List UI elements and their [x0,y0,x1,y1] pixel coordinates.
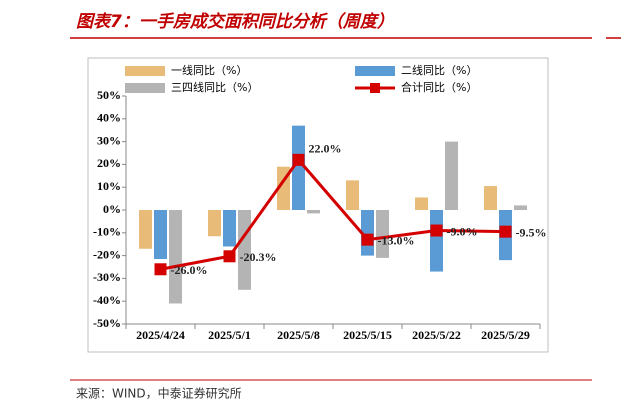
legend-label: 三四线同比（%） [171,80,258,94]
x-tick-label: 2025/5/22 [412,328,461,342]
bar [307,210,320,214]
line-marker [154,263,167,276]
legend-marker [370,83,380,93]
bar [223,210,236,247]
bar [484,186,497,210]
y-tick-label: 50% [97,88,121,102]
source: 来源：WIND，中泰证券研究所 [76,386,242,401]
bar [292,125,305,210]
legend-swatch [355,66,395,76]
y-tick-label: -50% [93,316,121,330]
line-marker [430,224,443,237]
data-label: -26.0% [171,263,208,277]
bar [430,210,443,272]
bar [415,197,428,210]
legend-swatch [125,83,165,93]
y-tick-label: 30% [97,133,121,147]
chart-frame [87,57,549,353]
bar [514,205,527,210]
x-tick-label: 2025/5/1 [208,328,251,342]
x-tick-label: 2025/4/24 [136,328,185,342]
x-tick-label: 2025/5/15 [343,328,392,342]
line-marker [499,225,512,238]
line-marker [292,153,305,166]
legend-swatch [125,66,165,76]
legend-label: 二线同比（%） [401,63,477,77]
y-tick-label: -30% [93,270,121,284]
line [160,157,506,271]
y-tick-label: 0% [103,202,121,216]
y-tick-label: 40% [97,111,121,125]
legend-label: 一线同比（%） [171,63,247,77]
y-tick-label: -40% [93,293,121,307]
data-label: -9.0% [447,224,478,238]
x-tick-label: 2025/5/8 [277,328,320,342]
chart-title: 图表7：一手房成交面积同比分析（周度） [76,12,394,32]
data-label: -9.5% [516,225,547,239]
bar [376,210,389,258]
line-marker [361,233,374,246]
bar [139,210,152,249]
bar [346,180,359,210]
bar [445,141,458,210]
data-label: 22.0% [309,142,342,156]
data-label: -20.3% [240,250,277,264]
legend-label: 合计同比（%） [401,80,477,94]
bar [154,210,167,260]
data-label: -13.0% [378,233,415,247]
y-tick-label: 20% [97,156,121,170]
line-marker [223,250,236,263]
y-tick-label: -20% [93,247,121,261]
bar [169,210,182,304]
x-tick-label: 2025/5/29 [481,328,530,342]
y-tick-label: 10% [97,179,121,193]
y-tick-label: -10% [93,225,121,239]
bar [208,210,221,237]
